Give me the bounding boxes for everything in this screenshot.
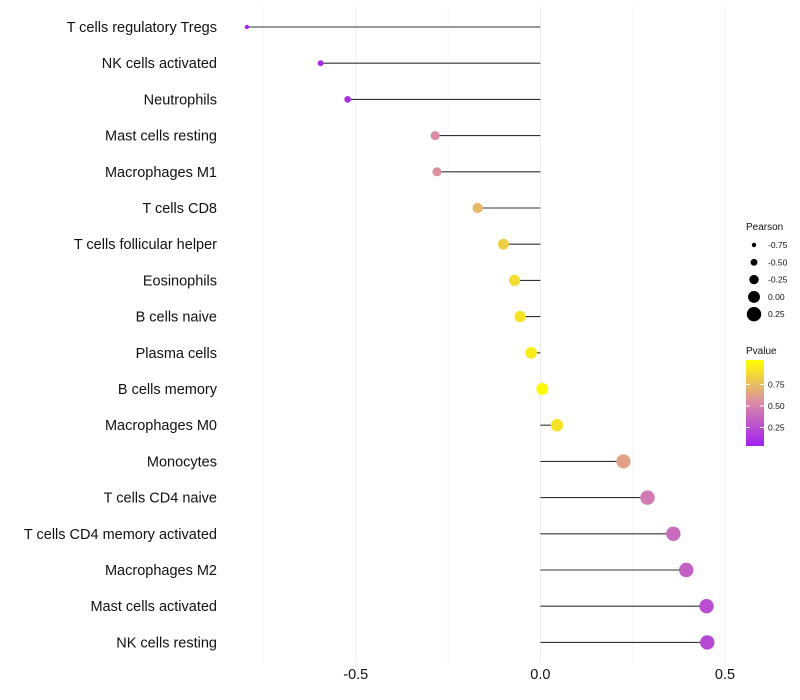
pearson-legend-dot xyxy=(751,242,757,248)
x-tick-label: 0.5 xyxy=(715,667,735,683)
pvalue-legend-label: 0.75 xyxy=(768,380,785,390)
category-label: Mast cells resting xyxy=(105,129,217,145)
category-label: Mast cells activated xyxy=(90,599,217,615)
lollipop-stems xyxy=(246,26,708,643)
pearson-legend-label: 0.25 xyxy=(768,309,785,319)
category-label: T cells regulatory Tregs xyxy=(67,20,217,36)
category-label: Monocytes xyxy=(147,454,217,470)
grid-lines xyxy=(263,6,726,662)
category-label: NK cells activated xyxy=(102,56,217,72)
pvalue-legend-label: 0.25 xyxy=(768,423,785,433)
pvalue-legend-label: 0.50 xyxy=(768,401,785,411)
x-tick-label: 0.0 xyxy=(530,667,550,683)
lollipop-point xyxy=(679,562,694,578)
lollipop-point xyxy=(498,238,509,250)
lollipop-point xyxy=(550,419,564,432)
category-label: Macrophages M1 xyxy=(105,165,217,181)
category-label: Macrophages M0 xyxy=(105,418,217,434)
lollipop-point xyxy=(472,202,483,214)
lollipop-point xyxy=(616,454,631,469)
x-tick-label: -0.5 xyxy=(343,667,368,683)
lollipop-point xyxy=(430,131,440,141)
lollipop-point xyxy=(317,60,324,67)
lollipop-point xyxy=(432,167,442,177)
pvalue-legend-title: Pvalue xyxy=(746,346,777,357)
category-label: B cells naive xyxy=(136,310,217,326)
pearson-legend-label: -0.75 xyxy=(768,240,788,250)
category-label: Macrophages M2 xyxy=(105,563,217,579)
pvalue-colorbar xyxy=(746,360,764,446)
category-label: T cells CD4 naive xyxy=(104,491,217,507)
pearson-legend-label: -0.25 xyxy=(768,275,788,285)
pearson-legend-label: -0.50 xyxy=(768,257,788,267)
lollipop-point xyxy=(666,526,681,541)
category-label: Neutrophils xyxy=(144,92,217,108)
category-label: NK cells resting xyxy=(116,635,217,651)
lollipop-point xyxy=(525,346,537,359)
lollipop-point xyxy=(514,310,526,323)
lollipop-point xyxy=(700,635,715,650)
x-axis-ticks: -0.5 0.0 0.5 xyxy=(343,667,735,683)
pearson-legend-dot xyxy=(749,274,759,285)
pearson-size-legend: Pearson -0.75 -0.50 -0.25 0.00 0.25 xyxy=(746,222,788,322)
pvalue-color-legend: Pvalue 0.75 0.50 0.25 xyxy=(746,346,785,446)
category-labels: T cells regulatory Tregs NK cells activat… xyxy=(24,20,218,651)
pearson-legend-title: Pearson xyxy=(746,222,783,233)
category-label: Plasma cells xyxy=(136,346,217,362)
category-label: T cells CD8 xyxy=(142,201,217,217)
pearson-legend-dot xyxy=(748,290,760,303)
pearson-legend-dot xyxy=(750,258,758,266)
lollipop-point xyxy=(536,383,549,395)
lollipop-point xyxy=(640,490,655,505)
lollipop-point xyxy=(699,599,714,614)
lollipop-point xyxy=(244,24,250,30)
category-label: T cells CD4 memory activated xyxy=(24,527,217,543)
pearson-legend-label: 0.00 xyxy=(768,292,785,302)
pearson-legend-dot xyxy=(746,307,762,322)
lollipop-points xyxy=(244,24,715,650)
category-label: B cells memory xyxy=(118,382,218,398)
category-label: Eosinophils xyxy=(143,273,217,289)
lollipop-point xyxy=(508,274,521,286)
category-label: T cells follicular helper xyxy=(74,237,217,253)
lollipop-point xyxy=(344,96,351,103)
